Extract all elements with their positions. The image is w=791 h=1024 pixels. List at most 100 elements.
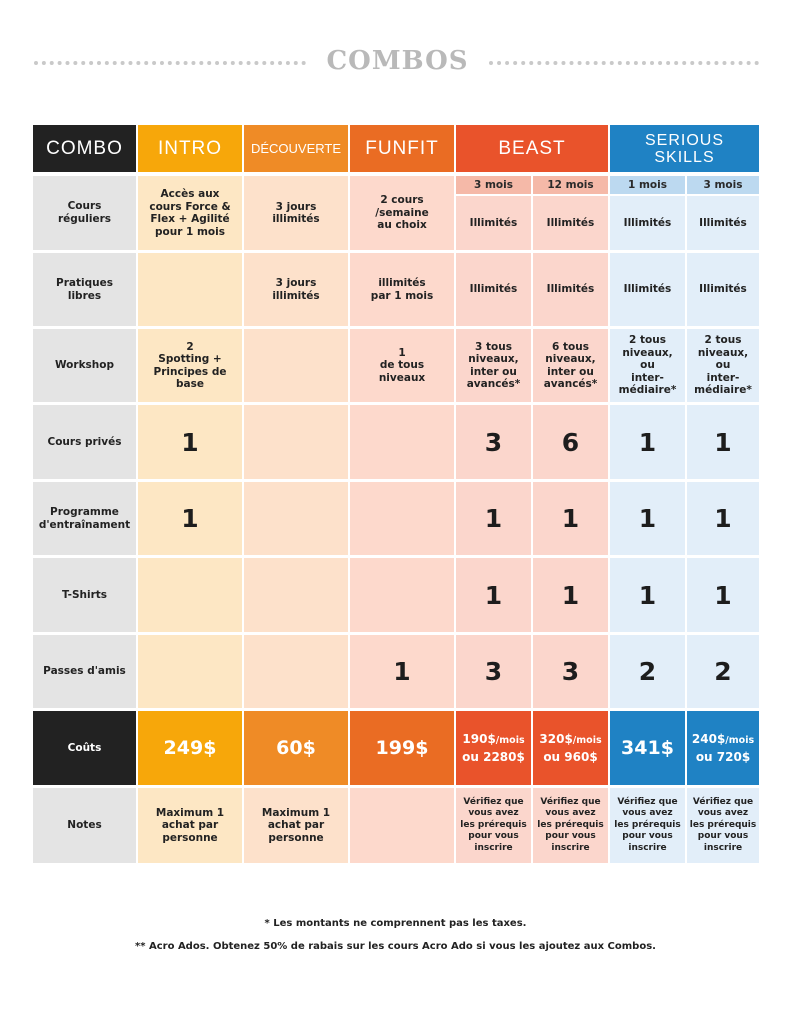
cell-beast-12-mois-row-1: Illimités: [533, 196, 608, 250]
subheader-serious-1-mois: 1 mois: [610, 176, 685, 194]
cell-beast-3-mois-row-4-text: 3: [484, 427, 503, 457]
cell-beast-3-mois-row-3: 3 tous niveaux, inter ou avancés*: [456, 329, 531, 402]
cell-serious-3-mois-row-6: 1: [687, 558, 759, 632]
subheader-serious-3-mois: 3 mois: [687, 176, 759, 194]
cost-serious-3-mois: 240$/mois ou 720$: [687, 711, 759, 785]
subheader-beast-12-mois: 12 mois: [533, 176, 608, 194]
cell-serious-3-mois-row-4: 1: [687, 405, 759, 479]
cost-beast-3-mois-total: ou 2280$: [462, 750, 525, 764]
cell-serious-1-mois-row-1: Illimités: [610, 196, 685, 250]
cell-beast-12-mois-row-1-text: Illimités: [546, 216, 595, 229]
cell-beast-3-mois-row-2-text: Illimités: [469, 283, 518, 296]
cell-decouverte-row-1: 3 jours illimités: [244, 176, 348, 250]
cell-beast-3-mois-row-5: 1: [456, 482, 531, 555]
header-funfit-text: FUNFIT: [365, 137, 439, 159]
header-decouverte-text: DÉCOUVERTE: [250, 141, 342, 156]
cost-serious-3-mois-total: ou 720$: [695, 750, 751, 764]
cell-serious-1-mois-row-7: 2: [610, 635, 685, 708]
header-intro: INTRO: [138, 125, 242, 172]
cell-beast-12-mois-row-5: 1: [533, 482, 608, 555]
cell-serious-1-mois-row-6-text: 1: [638, 580, 657, 610]
cell-intro-row-4: 1: [138, 405, 242, 479]
notes-label: Notes: [33, 788, 136, 863]
header-combo-text: COMBO: [46, 137, 123, 159]
cost-decouverte-text: 60$: [276, 737, 316, 759]
cost-serious-3-mois-amount: 240$: [691, 732, 726, 746]
cell-beast-12-mois-row-4-text: 6: [561, 427, 580, 457]
row-label-5: Programme d'entraînament: [33, 482, 136, 555]
cell-intro-row-5: 1: [138, 482, 242, 555]
cell-serious-3-mois-row-1: Illimités: [687, 196, 759, 250]
cost-beast-3-mois: 190$/mois ou 2280$: [456, 711, 531, 785]
cell-funfit-row-5: [350, 482, 454, 555]
note-beast-3-mois-text: Vérifiez que vous avez les prérequis pou…: [460, 796, 527, 853]
header-funfit: FUNFIT: [350, 125, 454, 172]
row-label-2-text: Pratiques libres: [56, 276, 113, 302]
row-label-7: Passes d'amis: [33, 635, 136, 708]
cell-funfit-row-2: illimités par 1 mois: [350, 253, 454, 326]
header-intro-text: INTRO: [157, 137, 223, 159]
row-label-6-text: T-Shirts: [61, 588, 108, 601]
row-label-4: Cours privés: [33, 405, 136, 479]
subheader-beast-12-mois-text: 12 mois: [547, 179, 594, 191]
cell-beast-3-mois-row-6-text: 1: [484, 580, 503, 610]
cell-serious-1-mois-row-7-text: 2: [638, 657, 657, 686]
cell-beast-3-mois-row-7-text: 3: [484, 657, 503, 686]
cell-serious-3-mois-row-7: 2: [687, 635, 759, 708]
row-label-1-text: Cours réguliers: [57, 200, 112, 225]
cell-intro-row-7: [138, 635, 242, 708]
note-beast-3-mois: Vérifiez que vous avez les prérequis pou…: [456, 788, 531, 863]
notes-label-text: Notes: [67, 819, 102, 831]
cell-serious-3-mois-row-1-text: Illimités: [699, 216, 747, 229]
note-beast-12-mois-text: Vérifiez que vous avez les prérequis pou…: [537, 796, 604, 853]
note-serious-1-mois-text: Vérifiez que vous avez les prérequis pou…: [614, 796, 681, 853]
note-decouverte: Maximum 1 achat par personne: [244, 788, 348, 863]
cell-beast-3-mois-row-7: 3: [456, 635, 531, 708]
cell-serious-3-mois-row-5-text: 1: [714, 504, 732, 533]
cell-decouverte-row-4: [244, 405, 348, 479]
subheader-beast-3-mois: 3 mois: [456, 176, 531, 194]
cell-beast-12-mois-row-5-text: 1: [561, 504, 580, 533]
cost-intro: 249$: [138, 711, 242, 785]
cell-intro-row-2: [138, 253, 242, 326]
cell-intro-row-3: 2 Spotting + Principes de base: [138, 329, 242, 402]
cell-serious-3-mois-row-2: Illimités: [687, 253, 759, 326]
cell-decouverte-row-2: 3 jours illimités: [244, 253, 348, 326]
cost-beast-3-mois-amount: 190$: [462, 732, 496, 746]
cost-beast-3-mois-price: 190$/mois ou 2280$: [462, 731, 525, 765]
page-title: COMBOS: [326, 46, 469, 76]
cell-serious-1-mois-row-3: 2 tous niveaux, ou inter- médiaire*: [610, 329, 685, 402]
header-serious-skills: SERIOUS SKILLS: [610, 125, 759, 172]
cost-funfit: 199$: [350, 711, 454, 785]
cell-beast-12-mois-row-6-text: 1: [561, 580, 580, 610]
cell-serious-3-mois-row-2-text: Illimités: [699, 283, 747, 296]
cost-beast-12-mois-total: ou 960$: [543, 750, 598, 764]
cost-funfit-text: 199$: [375, 737, 429, 759]
cell-beast-3-mois-row-1: Illimités: [456, 196, 531, 250]
row-label-5-text: Programme d'entraînament: [38, 505, 131, 531]
costs-label: Coûts: [33, 711, 136, 785]
cell-serious-1-mois-row-3-text: 2 tous niveaux, ou inter- médiaire*: [618, 334, 677, 397]
cell-serious-1-mois-row-4-text: 1: [638, 427, 657, 457]
cost-serious-1-mois: 341$: [610, 711, 685, 785]
cell-decouverte-row-2-text: 3 jours illimités: [272, 277, 320, 302]
cell-beast-12-mois-row-7-text: 3: [561, 657, 580, 686]
subheader-serious-1-mois-text: 1 mois: [628, 179, 667, 191]
cell-beast-3-mois-row-6: 1: [456, 558, 531, 632]
cell-intro-row-3-text: 2 Spotting + Principes de base: [153, 340, 227, 391]
cost-serious-3-mois-price: 240$/mois ou 720$: [692, 731, 754, 765]
cell-beast-12-mois-row-2: Illimités: [533, 253, 608, 326]
subheader-serious-3-mois-text: 3 mois: [703, 179, 743, 191]
cell-decouverte-row-6: [244, 558, 348, 632]
cell-beast-12-mois-row-7: 3: [533, 635, 608, 708]
cell-beast-12-mois-row-3: 6 tous niveaux, inter ou avancés*: [533, 329, 608, 402]
cell-intro-row-6: [138, 558, 242, 632]
note-intro-text: Maximum 1 achat par personne: [155, 806, 225, 844]
cell-serious-1-mois-row-2: Illimités: [610, 253, 685, 326]
cell-beast-12-mois-row-3-text: 6 tous niveaux, inter ou avancés*: [543, 340, 598, 391]
cell-funfit-row-7-text: 1: [393, 657, 411, 686]
cell-funfit-row-4: [350, 405, 454, 479]
header-combo: COMBO: [33, 125, 136, 172]
cell-serious-1-mois-row-4: 1: [610, 405, 685, 479]
cell-intro-row-4-text: 1: [181, 427, 199, 457]
